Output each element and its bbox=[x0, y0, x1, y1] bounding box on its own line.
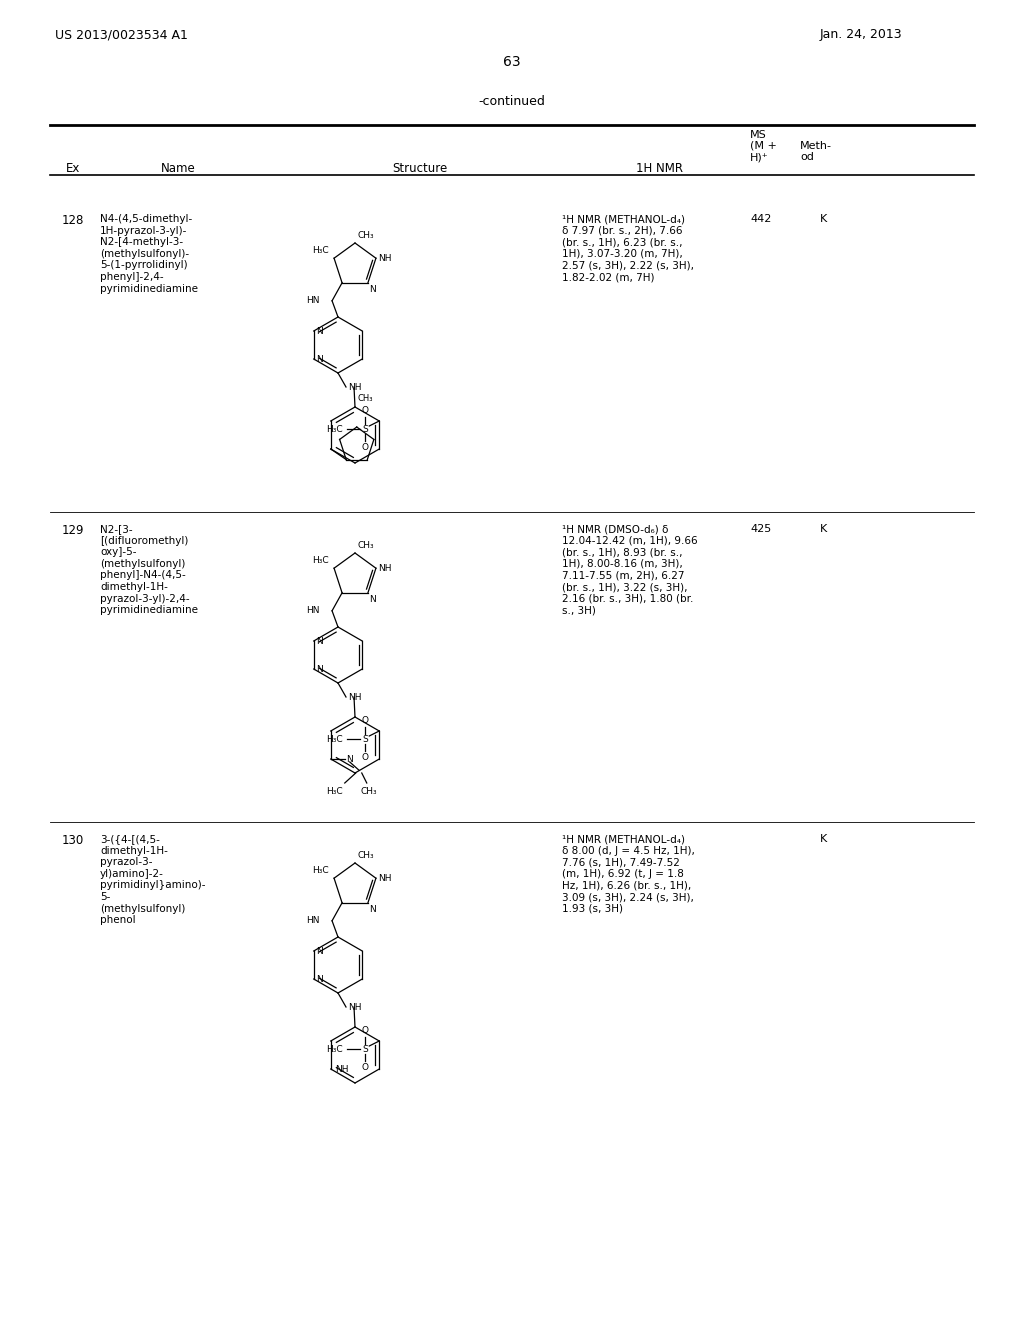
Text: 130: 130 bbox=[61, 834, 84, 847]
Text: HN: HN bbox=[306, 606, 321, 615]
Text: NH: NH bbox=[378, 564, 391, 573]
Text: H₃C: H₃C bbox=[312, 866, 329, 875]
Text: NH: NH bbox=[378, 874, 391, 883]
Text: O: O bbox=[361, 444, 369, 451]
Text: CH₃: CH₃ bbox=[357, 393, 373, 403]
Text: N: N bbox=[315, 636, 323, 645]
Text: O: O bbox=[361, 715, 369, 725]
Text: N: N bbox=[346, 755, 352, 763]
Text: NH: NH bbox=[348, 1002, 361, 1011]
Text: HN: HN bbox=[306, 296, 321, 305]
Text: Jan. 24, 2013: Jan. 24, 2013 bbox=[820, 28, 902, 41]
Text: N: N bbox=[315, 946, 323, 956]
Text: CH₃: CH₃ bbox=[357, 541, 374, 550]
Text: N: N bbox=[369, 285, 376, 294]
Text: MS: MS bbox=[750, 129, 767, 140]
Text: O: O bbox=[361, 1026, 369, 1035]
Text: (M +: (M + bbox=[750, 141, 777, 150]
Text: od: od bbox=[800, 152, 814, 162]
Text: N2-[3-
[(difluoromethyl)
oxy]-5-
(methylsulfonyl)
phenyl]-N4-(4,5-
dimethyl-1H-
: N2-[3- [(difluoromethyl) oxy]-5- (methyl… bbox=[100, 524, 198, 615]
Text: O: O bbox=[361, 407, 369, 414]
Text: S: S bbox=[362, 1044, 368, 1053]
Text: H₃C: H₃C bbox=[312, 556, 329, 565]
Text: S: S bbox=[362, 734, 368, 743]
Text: N: N bbox=[369, 904, 376, 913]
Text: H₃C: H₃C bbox=[312, 247, 329, 255]
Text: CH₃: CH₃ bbox=[357, 851, 374, 861]
Text: Name: Name bbox=[161, 162, 196, 176]
Text: HN: HN bbox=[306, 916, 321, 925]
Text: N: N bbox=[315, 664, 323, 673]
Text: Ex: Ex bbox=[66, 162, 80, 176]
Text: S: S bbox=[362, 425, 368, 433]
Text: Structure: Structure bbox=[392, 162, 447, 176]
Text: ¹H NMR (METHANOL-d₄)
δ 7.97 (br. s., 2H), 7.66
(br. s., 1H), 6.23 (br. s.,
1H), : ¹H NMR (METHANOL-d₄) δ 7.97 (br. s., 2H)… bbox=[562, 214, 694, 282]
Text: 442: 442 bbox=[750, 214, 771, 224]
Text: 63: 63 bbox=[503, 55, 521, 69]
Text: H₃C: H₃C bbox=[327, 1044, 343, 1053]
Text: 129: 129 bbox=[61, 524, 84, 537]
Text: O: O bbox=[361, 1063, 369, 1072]
Text: NH: NH bbox=[335, 1064, 348, 1073]
Text: N: N bbox=[369, 595, 376, 603]
Text: K: K bbox=[820, 214, 827, 224]
Text: NH: NH bbox=[348, 383, 361, 392]
Text: K: K bbox=[820, 834, 827, 843]
Text: H₃C: H₃C bbox=[327, 734, 343, 743]
Text: N4-(4,5-dimethyl-
1H-pyrazol-3-yl)-
N2-[4-methyl-3-
(methylsulfonyl)-
5-(1-pyrro: N4-(4,5-dimethyl- 1H-pyrazol-3-yl)- N2-[… bbox=[100, 214, 198, 293]
Text: N: N bbox=[315, 974, 323, 983]
Text: 128: 128 bbox=[61, 214, 84, 227]
Text: US 2013/0023534 A1: US 2013/0023534 A1 bbox=[55, 28, 187, 41]
Text: H₃C: H₃C bbox=[326, 787, 343, 796]
Text: H₃C: H₃C bbox=[327, 425, 343, 433]
Text: NH: NH bbox=[378, 253, 391, 263]
Text: 1H NMR: 1H NMR bbox=[637, 162, 683, 176]
Text: N: N bbox=[315, 326, 323, 335]
Text: NH: NH bbox=[348, 693, 361, 701]
Text: ¹H NMR (DMSO-d₆) δ
12.04-12.42 (m, 1H), 9.66
(br. s., 1H), 8.93 (br. s.,
1H), 8.: ¹H NMR (DMSO-d₆) δ 12.04-12.42 (m, 1H), … bbox=[562, 524, 697, 615]
Text: H)⁺: H)⁺ bbox=[750, 152, 769, 162]
Text: CH₃: CH₃ bbox=[360, 787, 378, 796]
Text: CH₃: CH₃ bbox=[357, 231, 374, 240]
Text: -continued: -continued bbox=[478, 95, 546, 108]
Text: Meth-: Meth- bbox=[800, 141, 831, 150]
Text: N: N bbox=[315, 355, 323, 363]
Text: K: K bbox=[820, 524, 827, 535]
Text: 3-({4-[(4,5-
dimethyl-1H-
pyrazol-3-
yl)amino]-2-
pyrimidinyl}amino)-
5-
(methyl: 3-({4-[(4,5- dimethyl-1H- pyrazol-3- yl)… bbox=[100, 834, 206, 925]
Text: O: O bbox=[361, 752, 369, 762]
Text: 425: 425 bbox=[750, 524, 771, 535]
Text: ¹H NMR (METHANOL-d₄)
δ 8.00 (d, J = 4.5 Hz, 1H),
7.76 (s, 1H), 7.49-7.52
(m, 1H): ¹H NMR (METHANOL-d₄) δ 8.00 (d, J = 4.5 … bbox=[562, 834, 695, 913]
